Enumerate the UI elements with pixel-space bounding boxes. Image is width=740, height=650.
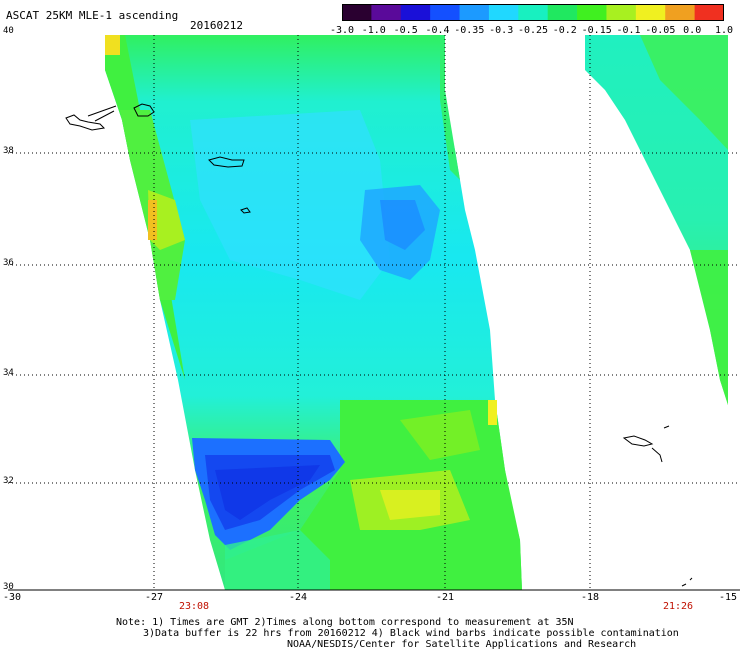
- lon-label: -24: [288, 592, 308, 603]
- colorbar-tick-label: -0.1: [616, 25, 641, 36]
- colorbar-tick-label: 1.0: [714, 25, 734, 36]
- lon-label: -15: [718, 592, 738, 603]
- note-line-3: NOAA/NESDIS/Center for Satellite Applica…: [287, 639, 637, 650]
- colorbar-segment: [459, 4, 490, 21]
- colorbar-segment: [518, 4, 549, 21]
- colorbar: [342, 4, 724, 21]
- colorbar-segment: [577, 4, 607, 21]
- colorbar-segment: [342, 4, 372, 21]
- swath-time-west: 23:08: [178, 601, 210, 612]
- colorbar-segment: [400, 4, 431, 21]
- colorbar-tick-label: -0.3: [489, 25, 514, 36]
- colorbar-segment: [606, 4, 637, 21]
- colorbar-tick-label: 0.0: [683, 25, 702, 36]
- colorbar-segment: [665, 4, 696, 21]
- colorbar-segment: [547, 4, 578, 21]
- note-line-1: Note: 1) Times are GMT 2)Times along bot…: [116, 617, 574, 628]
- colorbar-tick-label: -0.4: [425, 25, 450, 36]
- colorbar-tick-label: -0.05: [645, 25, 676, 36]
- lat-label: 30: [3, 582, 14, 592]
- colorbar-labels: -3.0 -1.0 -0.5 -0.4 -0.35 -0.3 -0.25 -0.2 -0.15-…: [330, 25, 740, 39]
- lon-label: -21: [435, 592, 455, 603]
- swath-west: [105, 35, 522, 590]
- colorbar-segment: [635, 4, 666, 21]
- lat-label: 32: [3, 476, 14, 486]
- colorbar-border: [342, 4, 724, 21]
- swath-time-east: 21:26: [662, 601, 694, 612]
- swath-east: [585, 35, 728, 405]
- colorbar-tick-label: -0.15: [581, 25, 612, 36]
- colorbar-tick-label: -0.5: [393, 25, 418, 36]
- colorbar-tick-label: -0.2: [552, 25, 577, 36]
- lat-label: 34: [3, 368, 14, 378]
- map-title: ASCAT 25KM MLE-1 ascending: [6, 9, 179, 22]
- lon-label: -27: [144, 592, 164, 603]
- lat-lon-grid: [8, 35, 740, 590]
- colorbar-tick-label: -0.25: [517, 25, 549, 36]
- colorbar-segment: [371, 4, 402, 21]
- map-date: 20160212: [190, 19, 243, 32]
- colorbar-tick-label: -0.35: [454, 25, 485, 36]
- coastlines: [65, 103, 693, 587]
- colorbar-segment: [430, 4, 461, 21]
- colorbar-tick-label: -3.0: [329, 25, 355, 36]
- colorbar-segment: [488, 4, 519, 21]
- colorbar-segment: [694, 4, 724, 21]
- lat-label: 40: [3, 26, 14, 36]
- lon-label: -18: [580, 592, 600, 603]
- note-line-2: 3)Data buffer is 22 hrs from 20160212 4)…: [143, 628, 679, 639]
- lat-label: 36: [3, 258, 14, 268]
- colorbar-tick-label: -1.0: [361, 25, 386, 36]
- lon-label: -30: [2, 592, 22, 603]
- lat-label: 38: [3, 146, 14, 156]
